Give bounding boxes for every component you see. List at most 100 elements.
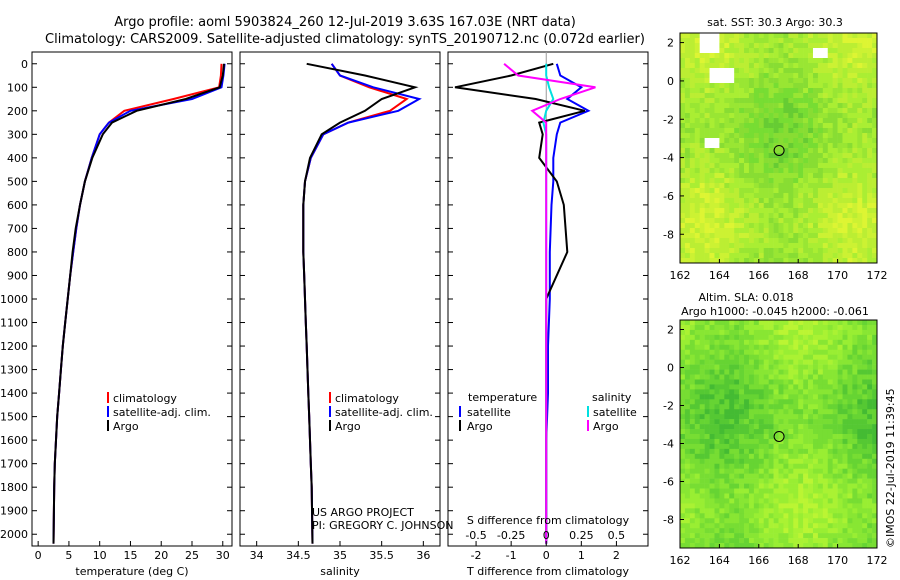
map-cell: [847, 389, 853, 395]
map-cell: [827, 424, 833, 430]
map-cell: [862, 198, 868, 204]
map-cell: [872, 193, 878, 199]
map-cell: [808, 53, 814, 59]
map-cell: [867, 128, 873, 134]
map-cell: [684, 409, 691, 415]
map-cell: [808, 429, 814, 435]
map-cell: [857, 498, 863, 504]
map-cell: [768, 483, 774, 489]
map-cell: [822, 78, 829, 84]
map-cell: [744, 414, 750, 420]
map-cell: [857, 108, 863, 114]
map-cell: [744, 158, 750, 164]
map-cell: [808, 503, 814, 509]
map-cell: [709, 58, 715, 64]
map-cell: [699, 359, 705, 365]
map-cell: [763, 188, 769, 194]
map-cell: [748, 443, 755, 450]
map-cell: [847, 463, 853, 469]
map-cell: [734, 63, 740, 69]
map-cell: [714, 364, 720, 370]
map-cell: [808, 329, 814, 336]
map-cell: [832, 424, 838, 430]
map-cell: [763, 463, 769, 469]
map-cell: [812, 88, 819, 94]
map-cell: [709, 374, 715, 380]
map-cell: [753, 203, 760, 209]
map-cell: [798, 183, 804, 189]
map-cell: [847, 379, 853, 385]
map-cell: [798, 320, 804, 326]
map-cell: [852, 538, 858, 544]
map-cell: [803, 443, 809, 450]
map-cell: [778, 324, 784, 331]
map-cell: [773, 359, 779, 365]
map-cell: [773, 228, 779, 234]
map-cell: [734, 538, 740, 544]
map-cell: [822, 53, 829, 59]
map-cell: [739, 404, 745, 410]
map-cell: [729, 424, 735, 430]
map-cell: [709, 53, 715, 59]
map-cell: [812, 233, 819, 239]
map-cell: [793, 83, 799, 89]
map-cell: [729, 133, 735, 139]
map-cell: [852, 253, 858, 259]
map-cell: [857, 369, 863, 375]
map-cell: [788, 434, 794, 440]
map-cell: [837, 158, 843, 164]
map-cell: [808, 168, 814, 174]
map-cell: [837, 223, 843, 229]
map-cell: [832, 173, 838, 179]
difference-line-temperature-argo: [454, 62, 586, 544]
map-cell: [852, 488, 858, 494]
map-cell: [768, 543, 774, 549]
map-cell: [812, 208, 819, 214]
map-cell: [808, 243, 814, 249]
map-cell: [739, 369, 745, 375]
map-cell: [862, 513, 868, 519]
map-cell: [837, 443, 843, 450]
map-cell: [709, 483, 715, 489]
map-cell: [763, 538, 769, 544]
map-cell: [709, 208, 715, 214]
map-cell: [837, 78, 843, 84]
map-cell: [680, 458, 686, 465]
map-cell: [803, 43, 809, 49]
map-cell: [744, 498, 750, 504]
map-cell: [704, 113, 710, 119]
map-cell: [714, 98, 720, 104]
map-cell: [773, 233, 779, 239]
map-cell: [719, 188, 725, 194]
map-cell: [739, 488, 745, 494]
map-cell: [803, 434, 809, 440]
map-cell: [842, 78, 848, 84]
map-cell: [714, 123, 720, 129]
map-cell: [808, 399, 814, 405]
map-cell: [680, 324, 686, 331]
map-cell: [773, 98, 779, 104]
map-cell: [724, 133, 730, 139]
map-cell: [778, 193, 784, 199]
map-cell: [773, 503, 779, 509]
map-cell: [872, 163, 878, 169]
map-cell: [748, 53, 755, 59]
map-cell: [778, 183, 784, 189]
map-cell: [852, 518, 858, 524]
map-cell: [748, 389, 755, 395]
map-cell: [867, 364, 873, 370]
map-cell: [719, 128, 725, 134]
map-cell: [689, 513, 696, 519]
map-cell: [739, 233, 745, 239]
map-cell: [704, 133, 710, 139]
map-cell: [729, 463, 735, 469]
map-cell: [778, 118, 784, 124]
map-cell: [857, 53, 863, 59]
map-x-tick-label: 170: [827, 269, 848, 282]
map-cell: [763, 448, 769, 455]
map-cell: [724, 424, 730, 430]
map-cell: [812, 258, 819, 264]
map-cell: [793, 228, 799, 234]
map-cell: [768, 419, 774, 425]
map-cell: [680, 188, 686, 194]
